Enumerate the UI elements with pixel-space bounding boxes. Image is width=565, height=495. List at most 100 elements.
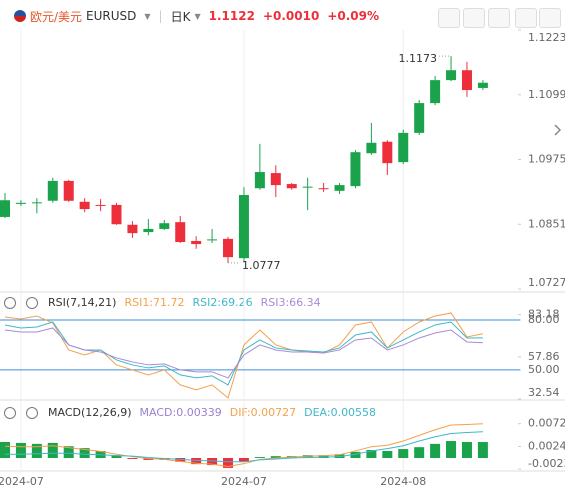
y-tick-label: 80.00 [528,313,560,326]
histogram-bar [461,441,472,459]
histogram-bar [79,448,90,459]
candle-body [318,188,329,190]
histogram-bar [223,458,234,468]
candle-body [238,195,249,259]
side-chevron[interactable] [554,124,562,136]
tool-button[interactable] [438,8,460,28]
candle-body [270,173,281,186]
y-tick-label: 57.86 [528,350,560,363]
change-pct: +0.09% [327,9,379,23]
candle-body [461,70,472,91]
series-line [4,312,483,399]
histogram-bar [446,441,457,459]
candle-body [63,180,74,201]
candle-body [207,239,218,241]
dropdown[interactable]: ▼ [194,11,201,21]
eye-icon[interactable] [4,406,16,419]
y-tick-label: 50.00 [528,363,560,376]
candle-body [302,186,313,188]
rsi-title: RSI(7,14,21) [48,296,117,309]
histogram-bar [63,446,74,459]
y-tick-label: 32.54 [528,386,560,399]
histogram-bar [238,458,249,462]
histogram-bar [350,451,361,459]
x-tick-label: 2024-08 [380,475,426,488]
candle-body [95,204,106,206]
histogram-bar [15,442,26,459]
x-tick-label: 2024-07 [0,475,44,488]
candle-body [286,184,297,189]
candle-body [0,200,10,217]
low-annotation: 1.0777 [242,259,281,272]
candle-body [159,223,170,229]
rsi-header: RSI(7,14,21) RSI1:71.72 RSI2:69.26 RSI3:… [4,296,329,309]
timeframe[interactable]: 日K [170,9,191,24]
histogram-bar [207,458,218,466]
legend-entry: RSI2:69.26 [192,296,253,309]
candle-body [430,80,441,104]
histogram-bar [254,457,265,459]
eye-icon[interactable] [4,296,16,309]
y-tick-label: -0.00233 [528,457,565,470]
candle-body [350,152,361,187]
histogram-bar [47,442,58,459]
y-tick-label: 0.00247 [528,439,565,452]
histogram-bar [477,442,488,459]
tool-button[interactable] [515,8,537,28]
candle-body [191,240,202,245]
histogram-bar [0,441,10,459]
histogram-bar [191,458,202,465]
gear-icon[interactable] [26,296,38,309]
candle-body [446,70,457,81]
y-tick-label: 1.0975 [528,153,565,166]
histogram-bar [127,458,138,459]
tool-button[interactable] [539,8,561,28]
flag [14,10,26,22]
histogram-bar [270,456,281,459]
histogram-bar [31,443,42,459]
y-tick-label: 1.0727 [528,276,565,289]
histogram-bar [398,449,409,459]
histogram-bar [430,443,441,459]
candle-body [79,201,90,210]
histogram-bar [111,455,122,459]
macd-header: MACD(12,26,9) MACD:0.00339 DIF:0.00727 D… [4,406,384,419]
header: 欧元/美元 EURUSD ▼ | 日K ▼ 1.1122 +0.0010 +0.… [0,5,387,27]
symbol-cn[interactable]: 欧元/美元 [30,9,83,24]
divider: | [158,9,163,23]
tool-button[interactable] [463,8,485,28]
candle-body [15,202,26,204]
candle-body [223,238,234,258]
macd-title: MACD(12,26,9) [48,406,132,419]
series-line [5,431,483,463]
candle-body [127,224,138,234]
histogram-bar [382,450,393,459]
histogram-bar [414,447,425,459]
y-tick-label: 1.0851 [528,217,565,230]
candle-body [175,222,186,243]
y-tick-label: 0.00727 [528,417,565,430]
histogram-bar [366,450,377,459]
legend-entry: MACD:0.00339 [139,406,222,419]
candle-body [31,202,42,204]
y-tick-label: 1.1223 [528,31,565,44]
y-tick-label: 1.1099 [528,88,565,101]
y-tick-label: 83.18 [528,308,560,321]
legend-entry: DIF:0.00727 [229,406,297,419]
candle-body [477,82,488,88]
symbol[interactable]: EURUSD [86,9,137,23]
tool-button[interactable] [488,8,510,28]
legend-entry: DEA:0.00558 [304,406,377,419]
change: +0.0010 [262,9,320,23]
candle-body [398,132,409,163]
candle-body [143,228,154,233]
legend-entry: RSI3:66.34 [260,296,321,309]
dropdown[interactable]: ▼ [144,11,151,21]
gear-icon[interactable] [26,406,38,419]
candle-body [414,103,425,133]
candle-body [334,185,345,191]
high-annotation: 1.1173 [399,52,438,65]
candle-body [47,180,58,201]
